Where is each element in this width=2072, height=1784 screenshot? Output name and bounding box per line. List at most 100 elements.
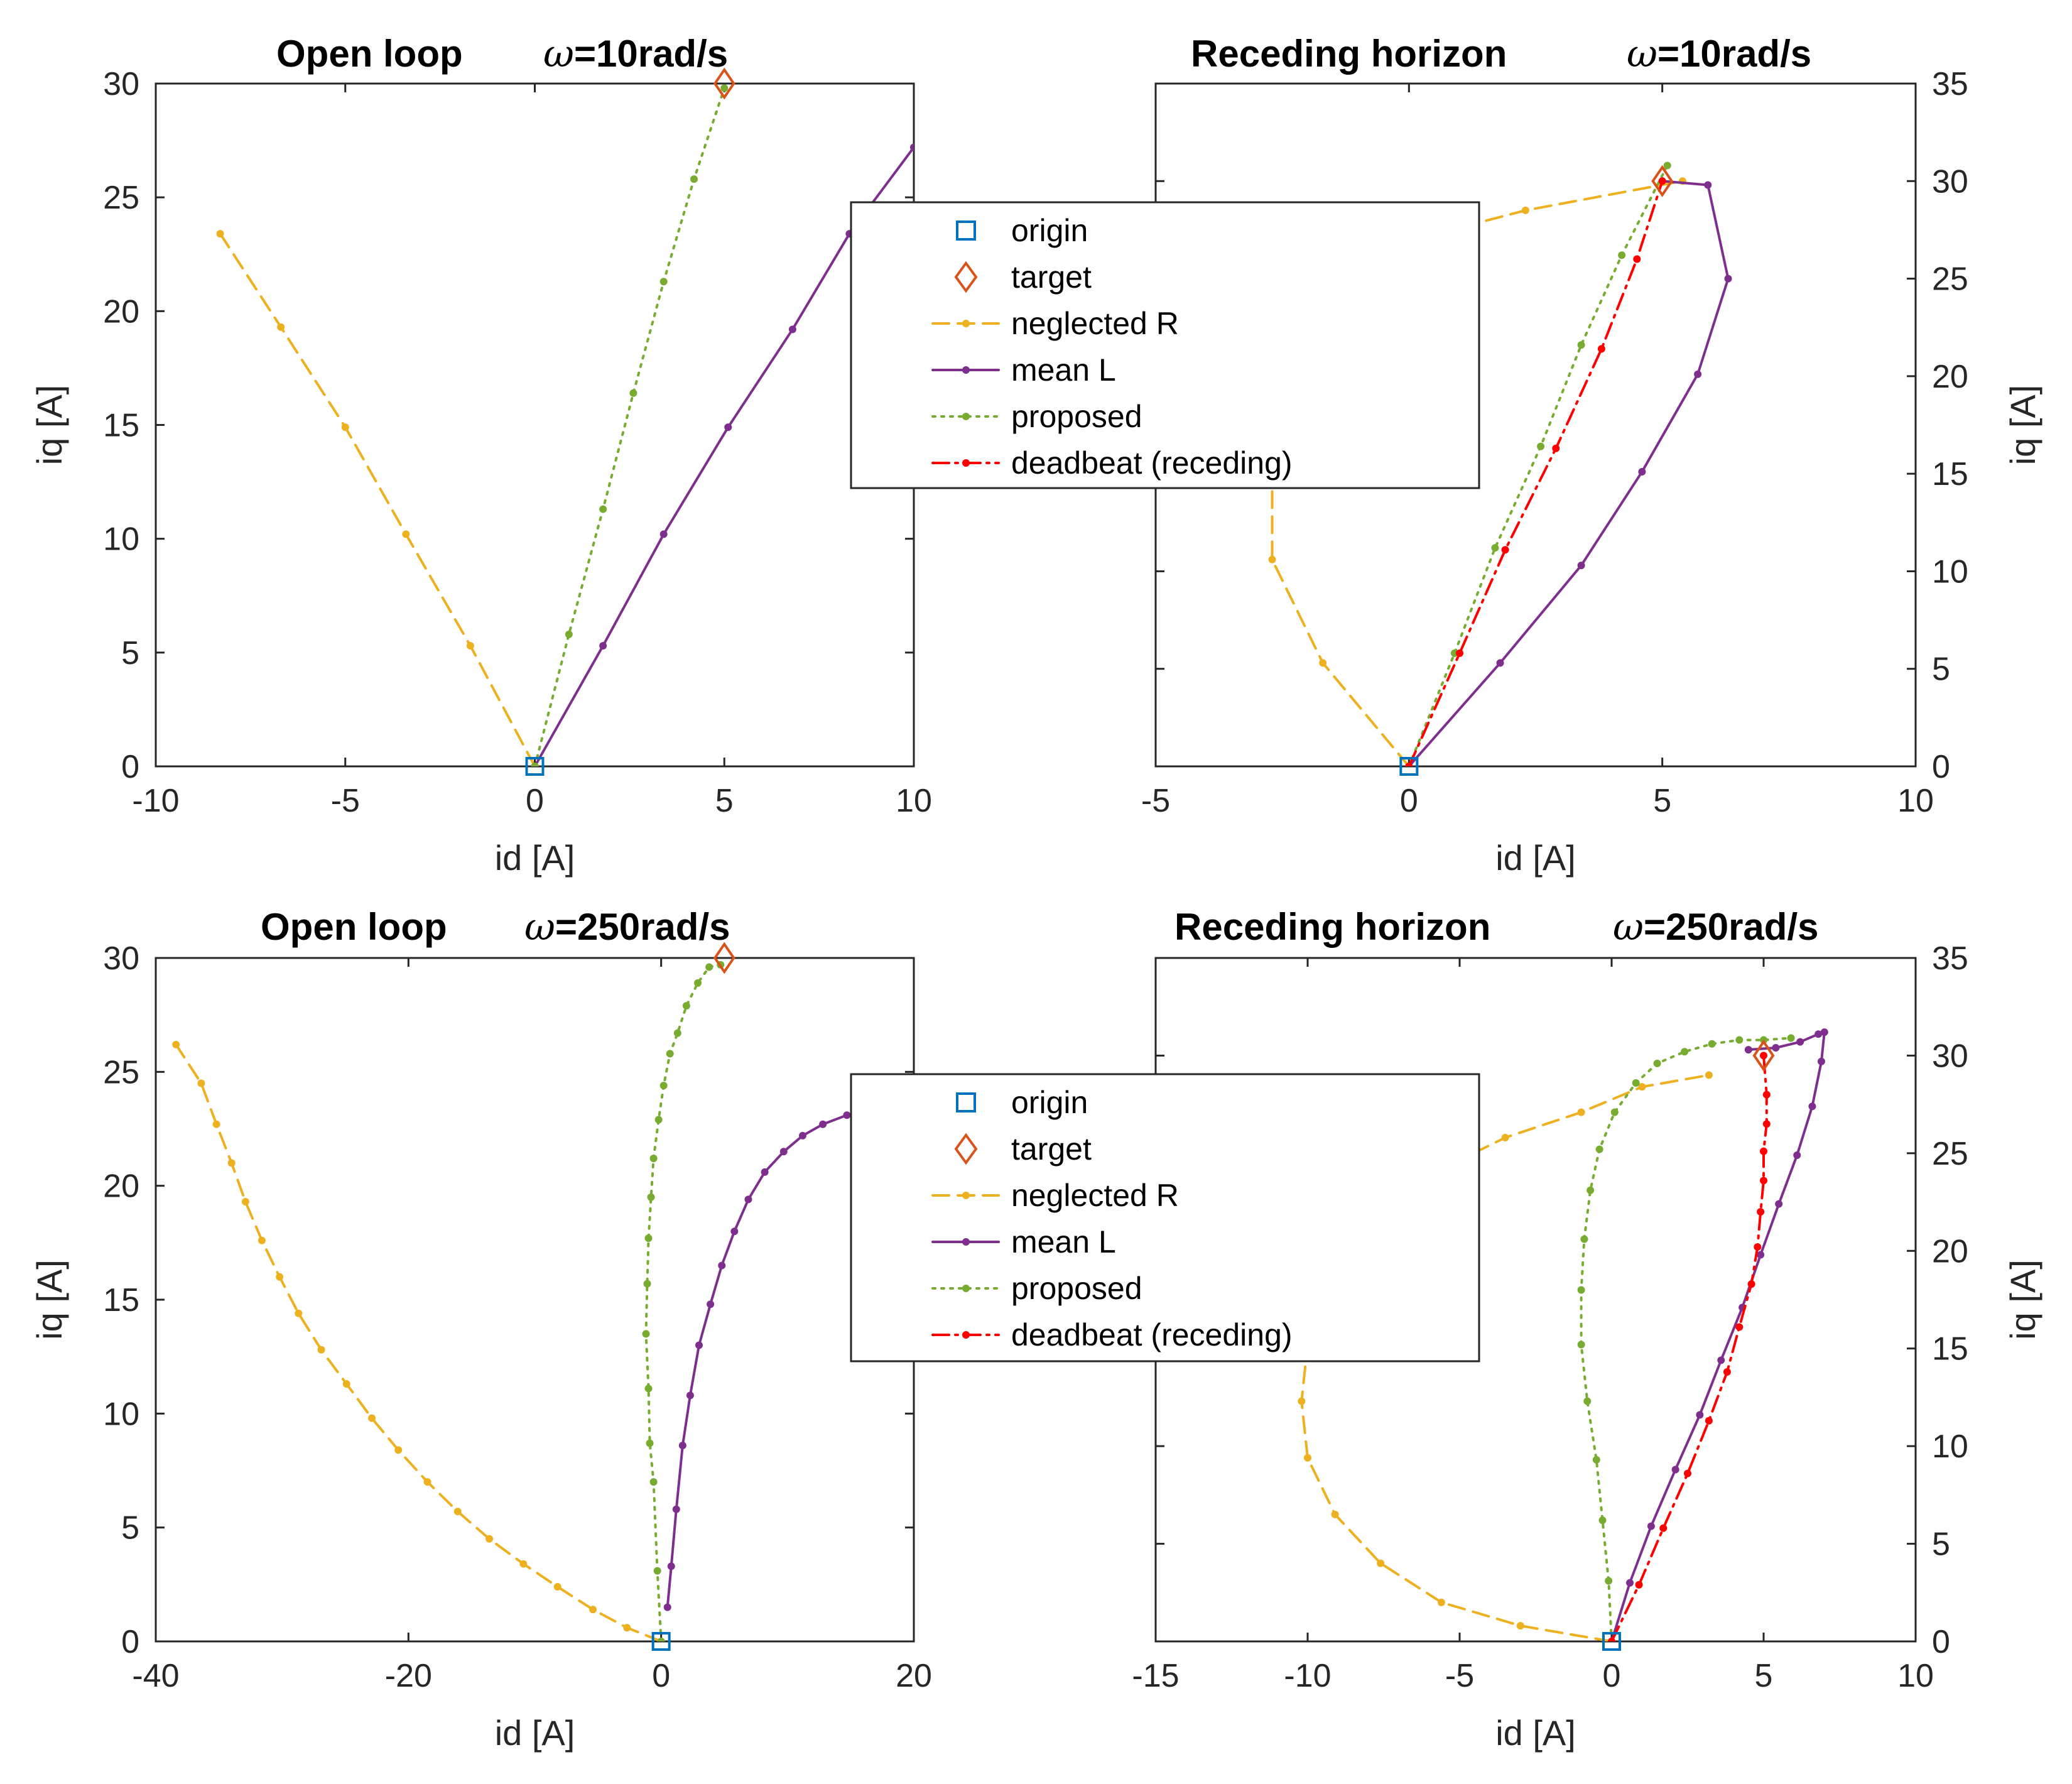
legend-label: proposed: [1011, 399, 1142, 434]
series-point-mean-l: [1696, 1411, 1704, 1419]
series-point-neglected-r: [1501, 1133, 1509, 1141]
plot-area: [155, 82, 915, 768]
series-line-proposed: [1580, 1036, 1793, 1641]
series-point-neglected-r: [623, 1624, 631, 1632]
series-point-neglected-r: [342, 1380, 350, 1388]
series-point-deadbeat: [1456, 649, 1463, 657]
series-point-mean-l: [910, 143, 914, 151]
target-marker: [1651, 165, 1674, 197]
legend-point-proposed: [962, 413, 970, 420]
x-axis-label: id [A]: [1495, 1713, 1576, 1753]
omega-value: =10rad/s: [1657, 33, 1811, 75]
y-tick-label: 20: [1932, 359, 1968, 395]
series-point-mean-l: [1772, 1043, 1780, 1052]
series-point-neglected-r: [402, 530, 410, 538]
chart-title-speed: ω=10rad/s: [1627, 32, 1811, 76]
legend-point-deadbeat: [962, 459, 970, 467]
series-point-mean-l: [798, 1131, 806, 1139]
series-point-deadbeat: [1659, 1524, 1668, 1532]
series-point-neglected-r: [1298, 1397, 1306, 1405]
series-point-deadbeat: [1635, 1580, 1643, 1589]
legend-point-neglected-r: [962, 320, 970, 327]
x-tick-label: 0: [526, 783, 544, 819]
data-layer: [216, 84, 914, 766]
legend-point-deadbeat: [962, 1331, 970, 1339]
series-point-proposed: [649, 1155, 658, 1163]
series-point-neglected-r: [276, 1273, 284, 1281]
series-point-proposed: [649, 1478, 658, 1486]
series-point-proposed: [1580, 1235, 1588, 1243]
series-point-mean-l: [1724, 275, 1732, 283]
series-point-neglected-r: [216, 230, 224, 238]
series-point-proposed: [1663, 161, 1671, 170]
y-tick-label: 20: [103, 293, 139, 330]
chart-title: Open loop: [261, 906, 447, 948]
series-point-proposed: [690, 175, 698, 183]
x-tick-label: -5: [1141, 783, 1170, 819]
y-tick-label: 25: [103, 1054, 139, 1091]
series-point-neglected-r: [1638, 1083, 1646, 1091]
series-point-neglected-r: [589, 1606, 597, 1614]
y-tick-label: 30: [103, 940, 139, 977]
legend-label: deadbeat (receding): [1011, 1317, 1293, 1352]
series-point-neglected-r: [394, 1446, 403, 1454]
series-point-mean-l: [1817, 1057, 1825, 1065]
x-tick-label: -5: [1445, 1658, 1474, 1694]
series-point-neglected-r: [241, 1198, 249, 1206]
series-point-neglected-r: [341, 423, 349, 432]
chart-title: Receding horizon: [1191, 33, 1507, 75]
y-tick-label: 10: [103, 1396, 139, 1432]
series-line-neglected-r: [219, 232, 536, 766]
series-point-mean-l: [1647, 1522, 1655, 1530]
legend-label: origin: [1011, 213, 1088, 248]
x-tick-label: 10: [1897, 1658, 1934, 1694]
series-point-mean-l: [659, 530, 668, 538]
y-tick-label: 15: [103, 1282, 139, 1319]
series-point-proposed: [629, 389, 637, 397]
series-point-mean-l: [663, 1603, 671, 1611]
series-point-neglected-r: [423, 1478, 431, 1486]
omega-symbol: ω: [524, 905, 555, 949]
x-tick-label: 0: [652, 1658, 670, 1694]
origin-marker: [1399, 757, 1419, 776]
series-point-proposed: [659, 1082, 668, 1090]
series-point-proposed: [565, 630, 573, 638]
series-point-deadbeat: [1762, 1091, 1771, 1099]
legend-label: target: [1011, 259, 1092, 295]
series-point-neglected-r: [1331, 1510, 1339, 1518]
y-tick-label: 25: [103, 180, 139, 216]
series-point-proposed: [666, 1050, 674, 1058]
legend-label: deadbeat (receding): [1011, 445, 1293, 481]
target-marker: [1752, 1039, 1775, 1072]
series-point-deadbeat: [1405, 763, 1413, 766]
y-tick-label: 0: [1932, 1624, 1950, 1660]
x-tick-label: -15: [1132, 1658, 1179, 1694]
legend-origin-icon: [956, 1092, 976, 1112]
series-point-deadbeat: [1735, 1323, 1744, 1331]
y-tick-label: 20: [103, 1168, 139, 1205]
omega-value: =250rad/s: [1644, 906, 1819, 948]
series-point-proposed: [599, 505, 607, 513]
legend-label: mean L: [1011, 1224, 1116, 1259]
y-tick-label: 10: [103, 521, 139, 558]
x-axis-label: id [A]: [495, 838, 575, 878]
x-tick-label: -10: [132, 783, 179, 819]
y-tick-label: 35: [1932, 66, 1968, 102]
y-axis-label: iq [A]: [2003, 1259, 2042, 1340]
y-tick-label: 0: [1932, 749, 1950, 785]
series-point-mean-l: [718, 1261, 726, 1270]
y-tick-label: 25: [1932, 1136, 1968, 1172]
y-tick-label: 0: [121, 749, 139, 785]
series-line-proposed: [644, 963, 722, 1641]
y-tick-label: 35: [1932, 940, 1968, 977]
x-tick-label: 5: [1755, 1658, 1773, 1694]
series-point-proposed: [654, 1116, 663, 1124]
series-point-proposed: [1587, 1186, 1595, 1194]
legend-point-proposed: [962, 1285, 970, 1292]
series-point-neglected-r: [212, 1120, 220, 1128]
x-tick-label: 20: [896, 1658, 932, 1694]
legend-box: [850, 1073, 1480, 1362]
series-point-mean-l: [779, 1148, 788, 1156]
y-tick-label: 0: [121, 1624, 139, 1660]
series-point-deadbeat: [1552, 444, 1560, 452]
